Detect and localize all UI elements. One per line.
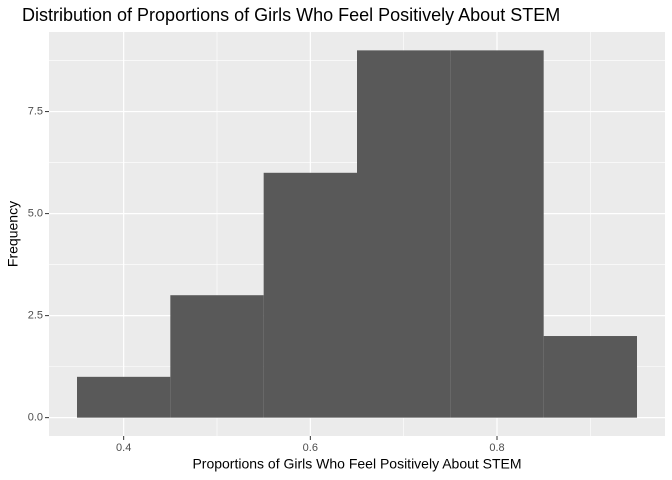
x-tick-label: 0.4	[116, 442, 131, 454]
chart-title: Distribution of Proportions of Girls Who…	[22, 5, 560, 25]
y-tick-label: 0.0	[28, 412, 43, 424]
y-axis-title: Frequency	[5, 201, 21, 267]
bar	[77, 376, 171, 418]
bar	[357, 50, 451, 418]
bar	[543, 336, 637, 418]
y-tick-label: 5.0	[28, 208, 43, 220]
bar	[450, 50, 544, 418]
x-axis-title: Proportions of Girls Who Feel Positively…	[192, 456, 521, 472]
x-tick-label: 0.8	[489, 442, 504, 454]
bar	[170, 295, 264, 418]
y-tick-label: 2.5	[28, 310, 43, 322]
y-tick-label: 7.5	[28, 105, 43, 117]
x-tick-label: 0.6	[303, 442, 318, 454]
bar	[263, 172, 357, 418]
